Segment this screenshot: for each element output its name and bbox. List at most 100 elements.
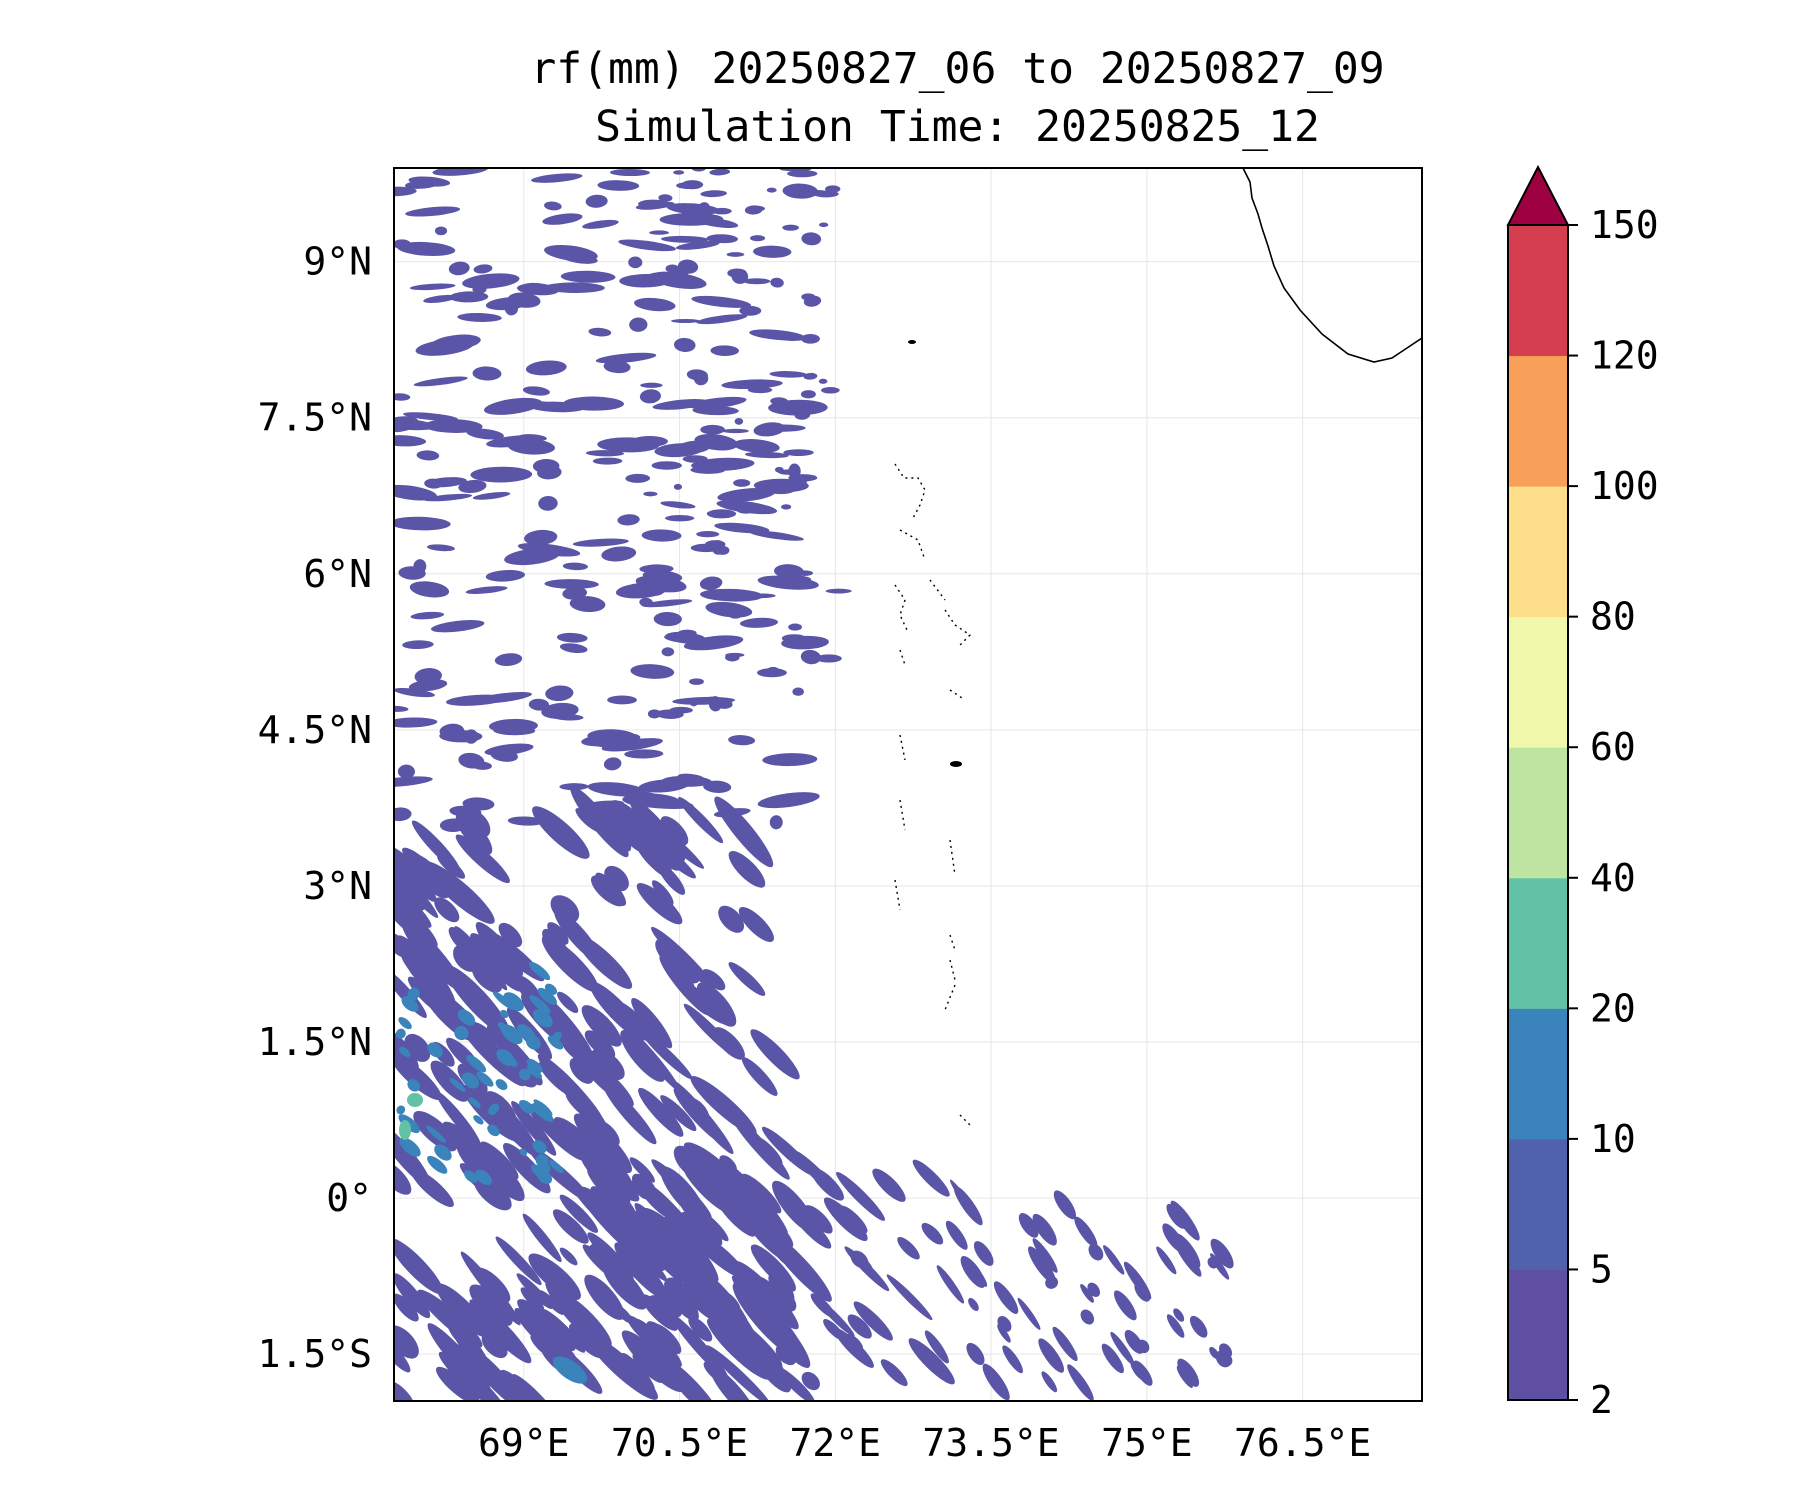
rain-streak (708, 1298, 735, 1325)
rain-blob (532, 458, 560, 474)
rain-streak (604, 1144, 623, 1164)
rain-streak (719, 1155, 737, 1173)
rain-streak (430, 1060, 469, 1102)
rain-streak (810, 1293, 836, 1318)
rain-core (395, 1028, 406, 1039)
rain-streak (688, 1316, 713, 1342)
rain-streak (751, 1344, 792, 1393)
colorbar-frame (1507, 224, 1569, 1401)
rain-streak (1032, 1213, 1057, 1246)
rain-blob (693, 371, 709, 386)
colorbar-label-9: 150 (1590, 203, 1659, 247)
rain-blob (409, 581, 450, 598)
rain-core (526, 1065, 542, 1079)
rain-streak (1088, 1243, 1104, 1261)
rain-blob (658, 194, 673, 202)
rain-streak (775, 1344, 797, 1366)
colorbar-segment-2 (1508, 1008, 1568, 1140)
rain-blob (586, 800, 624, 808)
rain-blob (424, 419, 483, 433)
rain-streak (1041, 1371, 1058, 1393)
rain-streak (626, 1315, 660, 1349)
rain-streak (638, 1087, 684, 1137)
rain-blob (597, 437, 660, 453)
rain-blob (761, 424, 806, 432)
rain-blob (794, 409, 811, 420)
rain-blob (728, 735, 756, 746)
rain-streak (872, 1168, 906, 1202)
rain-streak (1166, 1314, 1185, 1338)
rain-blob (739, 617, 779, 628)
rain-blob (766, 187, 777, 193)
rain-core (537, 987, 558, 1005)
lon-tick-label-0: 69°E (478, 1421, 570, 1465)
rain-streak (1174, 1233, 1201, 1269)
rain-blob (397, 241, 456, 256)
rain-blob (688, 396, 747, 410)
rain-blob (700, 588, 764, 602)
rain-blob (676, 182, 702, 190)
maldives-atolls (894, 463, 972, 1126)
lon-tick-label-3: 73.5°E (922, 1421, 1059, 1465)
rain-blob (787, 170, 818, 178)
rain-blob (569, 596, 606, 613)
rain-blob (691, 457, 755, 472)
rain-core (526, 1035, 541, 1050)
rain-streak (663, 1216, 719, 1283)
rain-streak (750, 1244, 796, 1292)
rain-streak (651, 880, 674, 906)
rain-blob (394, 717, 438, 728)
rain-blob (673, 483, 683, 490)
rain-streak (538, 1061, 573, 1096)
rain-blob (522, 386, 550, 396)
rain-blob (700, 424, 726, 435)
rain-blob (485, 297, 531, 311)
rain-streak (394, 1293, 419, 1322)
rain-streak (678, 797, 724, 844)
rain-blob (521, 282, 553, 293)
rain-core (398, 1017, 412, 1030)
rain-streak (465, 1021, 497, 1052)
rain-streak (966, 1342, 985, 1366)
rain-blob (562, 586, 588, 600)
rain-streak (604, 865, 629, 892)
lat-tick-label-3: 4.5°N (258, 708, 372, 752)
rain-streak (581, 1005, 622, 1047)
rain-streak (728, 851, 766, 888)
rain-blob (647, 709, 661, 719)
lat-tick-label-2: 6°N (303, 552, 372, 596)
rain-blob (757, 792, 820, 809)
rain-blob (813, 190, 839, 198)
rain-blob (434, 226, 448, 236)
rain-streak (394, 1380, 415, 1401)
rain-streak (1210, 1253, 1230, 1280)
rain-streak (450, 1323, 490, 1371)
rain-blob (457, 313, 502, 322)
rain-streak (997, 1324, 1011, 1343)
rain-blob (632, 798, 694, 809)
rain-streak (660, 1095, 697, 1132)
rain-streak (655, 938, 700, 984)
rain-streak (528, 1253, 581, 1301)
rain-blob (415, 338, 474, 356)
rain-blob (592, 457, 623, 465)
rain-core (492, 991, 515, 1010)
colorbar-segment-1 (1508, 1138, 1568, 1270)
rain-blob (796, 570, 813, 577)
rain-core (537, 1160, 551, 1173)
rain-blob (800, 333, 820, 344)
rain-blob (601, 546, 637, 562)
rain-blob (483, 397, 542, 415)
rain-streak (846, 1334, 864, 1351)
rain-streak (609, 800, 653, 844)
rain-streak (636, 883, 683, 925)
rain-streak (408, 853, 451, 899)
rain-blob (432, 168, 489, 176)
rain-blob (493, 726, 536, 736)
rain-streak (982, 1363, 1010, 1401)
rain-blob (769, 815, 783, 830)
rain-core (531, 1164, 547, 1179)
rain-streak (624, 1025, 681, 1092)
rain-blob (472, 366, 502, 381)
rain-blob (470, 466, 533, 483)
